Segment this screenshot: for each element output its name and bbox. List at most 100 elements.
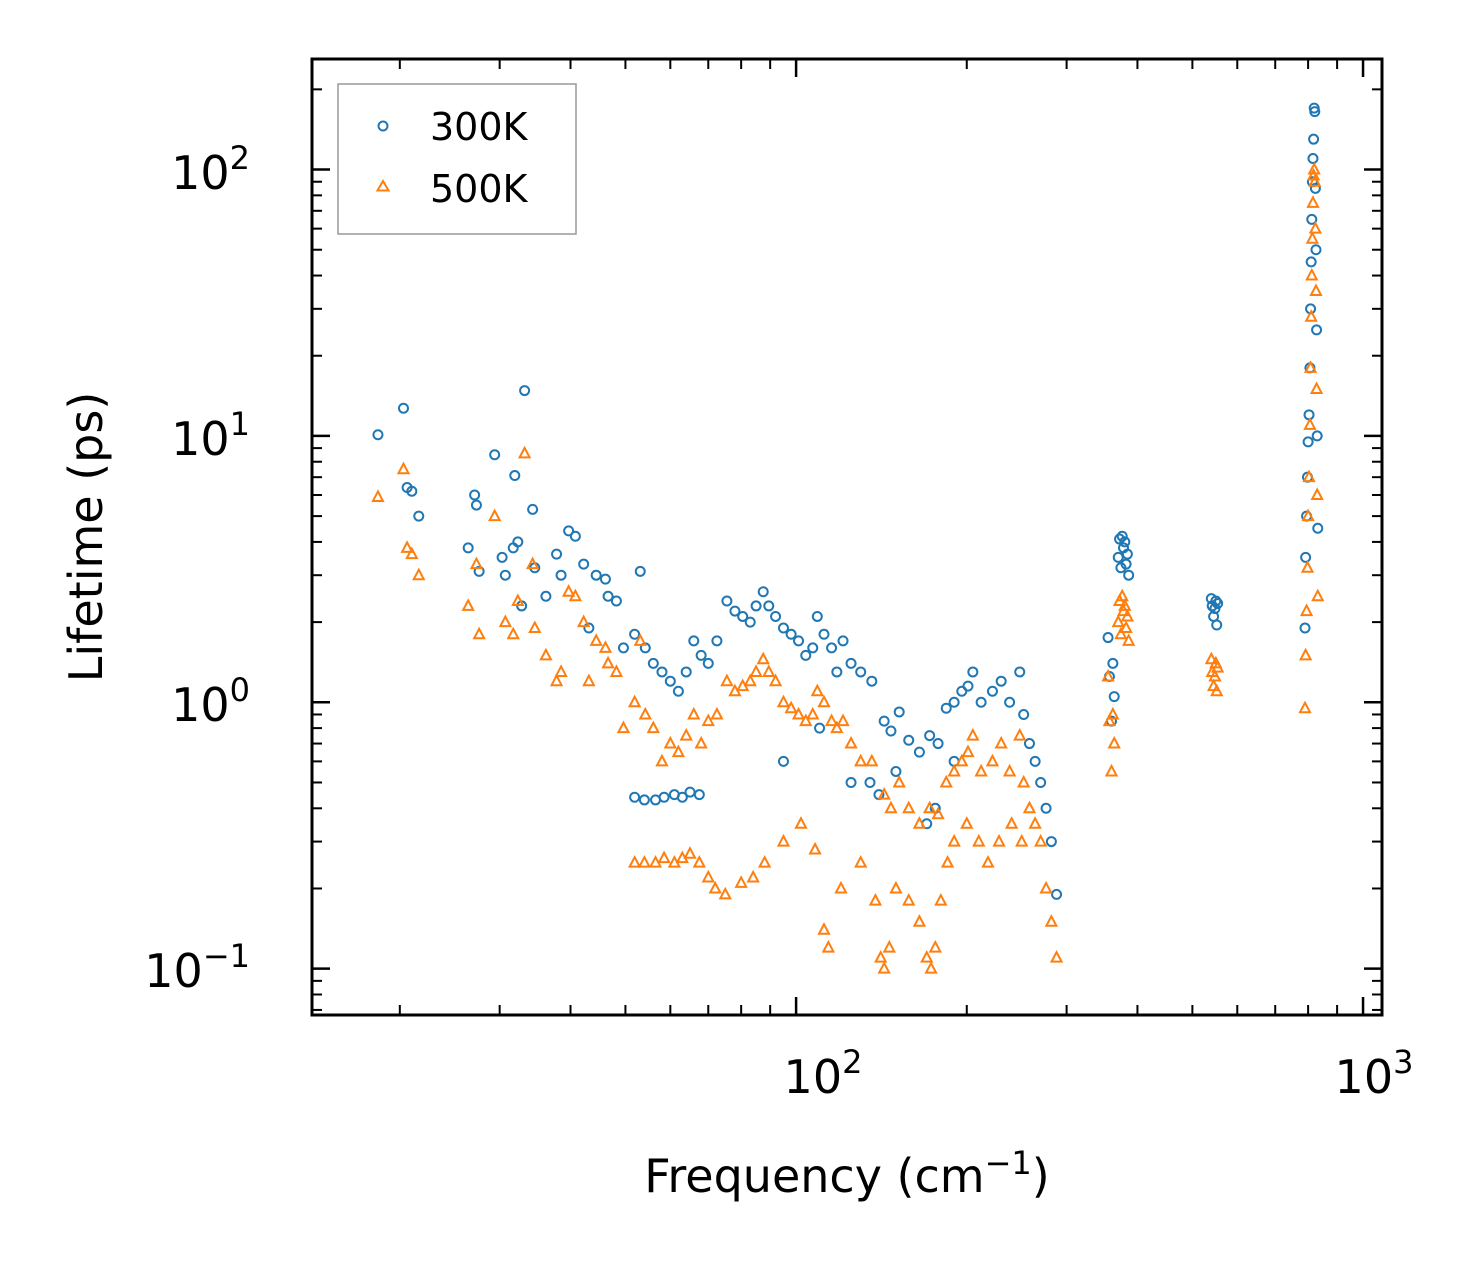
point-300K-59 <box>831 666 843 678</box>
point-500K-109 <box>889 880 903 894</box>
point-500K-30 <box>646 720 660 734</box>
point-300K-53 <box>793 635 805 647</box>
point-500K-0 <box>371 489 385 502</box>
point-300K-14 <box>512 536 524 548</box>
point-500K-6 <box>469 556 484 570</box>
point-300K-93 <box>693 789 705 801</box>
point-300K-21 <box>555 569 567 581</box>
point-500K-164 <box>1311 588 1325 602</box>
legend: 300K 500K <box>337 83 577 235</box>
point-500K-145 <box>1298 700 1312 714</box>
point-500K-77 <box>1017 774 1031 788</box>
point-500K-91 <box>692 855 706 868</box>
point-500K-65 <box>922 800 937 814</box>
point-300K-52 <box>785 628 797 640</box>
point-500K-62 <box>892 774 906 788</box>
point-500K-127 <box>1106 706 1120 720</box>
point-500K-55 <box>830 720 844 734</box>
point-500K-100 <box>808 841 822 855</box>
x-tick-label-1000: 103 <box>1335 1043 1414 1104</box>
point-500K-106 <box>874 949 888 963</box>
point-500K-78 <box>1022 800 1037 814</box>
point-500K-33 <box>671 744 686 758</box>
point-300K-63 <box>866 675 878 687</box>
point-500K-60 <box>877 787 891 800</box>
point-500K-119 <box>972 833 986 847</box>
point-500K-59 <box>865 753 879 767</box>
point-500K-29 <box>638 706 652 720</box>
point-500K-154 <box>1305 267 1319 281</box>
point-500K-158 <box>1307 161 1321 175</box>
point-300K-40 <box>695 649 707 661</box>
point-500K-16 <box>549 673 564 687</box>
point-500K-124 <box>1101 668 1115 682</box>
point-300K-66 <box>893 706 905 718</box>
point-300K-71 <box>940 702 952 714</box>
point-500K-102 <box>821 939 836 953</box>
point-500K-37 <box>701 713 715 727</box>
point-500K-115 <box>934 893 948 906</box>
point-500K-120 <box>981 855 995 868</box>
point-500K-8 <box>488 508 502 522</box>
point-300K-58 <box>826 642 838 654</box>
point-300K-100 <box>777 755 789 767</box>
point-500K-82 <box>1044 914 1059 927</box>
point-500K-12 <box>517 445 532 459</box>
point-300K-47 <box>750 600 762 612</box>
y-tick-label-1: 100 <box>171 671 250 732</box>
point-500K-49 <box>791 706 806 720</box>
point-500K-87 <box>657 850 671 864</box>
y-tick-label-10: 101 <box>171 405 250 466</box>
point-500K-136 <box>1120 608 1135 622</box>
point-300K-70 <box>932 738 944 750</box>
point-500K-147 <box>1299 603 1314 617</box>
point-300K-23 <box>569 530 581 542</box>
point-300K-95 <box>638 794 650 806</box>
point-300K-102 <box>845 776 857 788</box>
point-300K-127 <box>1300 551 1312 563</box>
point-300K-69 <box>924 730 936 742</box>
point-300K-46 <box>744 616 756 628</box>
point-500K-85 <box>637 855 652 868</box>
point-300K-10 <box>496 551 508 563</box>
point-500K-10 <box>506 626 520 640</box>
point-500K-143 <box>1210 683 1224 697</box>
point-300K-62 <box>855 666 867 678</box>
point-500K-27 <box>627 694 642 708</box>
point-300K-99 <box>864 776 876 788</box>
point-500K-104 <box>854 855 868 868</box>
point-500K-26 <box>616 720 631 734</box>
point-300K-26 <box>590 569 602 581</box>
point-500K-153 <box>1304 309 1318 322</box>
point-500K-149 <box>1301 508 1315 522</box>
point-500K-34 <box>679 727 693 741</box>
point-500K-144 <box>1210 659 1225 673</box>
point-300K-42 <box>711 635 723 647</box>
point-500K-86 <box>648 855 663 868</box>
point-300K-20 <box>551 548 563 560</box>
y-tick-label-0.1: 10−1 <box>144 937 250 998</box>
point-300K-38 <box>680 666 692 678</box>
point-500K-74 <box>994 735 1008 749</box>
point-500K-18 <box>561 584 576 597</box>
point-300K-81 <box>1018 708 1030 720</box>
point-300K-91 <box>676 791 688 803</box>
point-500K-56 <box>836 713 850 727</box>
point-300K-6 <box>469 489 481 501</box>
point-500K-9 <box>498 614 512 628</box>
point-300K-32 <box>634 565 646 577</box>
point-300K-117 <box>1121 548 1133 560</box>
point-300K-103 <box>890 765 902 777</box>
point-300K-13 <box>509 470 521 482</box>
point-500K-129 <box>1111 614 1125 628</box>
point-300K-89 <box>658 791 670 803</box>
point-300K-67 <box>903 734 915 746</box>
point-500K-7 <box>472 626 486 640</box>
point-500K-121 <box>992 833 1006 847</box>
point-300K-55 <box>807 642 819 654</box>
legend-box <box>337 83 577 235</box>
point-500K-156 <box>1306 195 1320 208</box>
point-300K-83 <box>1029 755 1041 767</box>
point-500K-72 <box>974 763 988 777</box>
point-500K-132 <box>1115 588 1129 602</box>
